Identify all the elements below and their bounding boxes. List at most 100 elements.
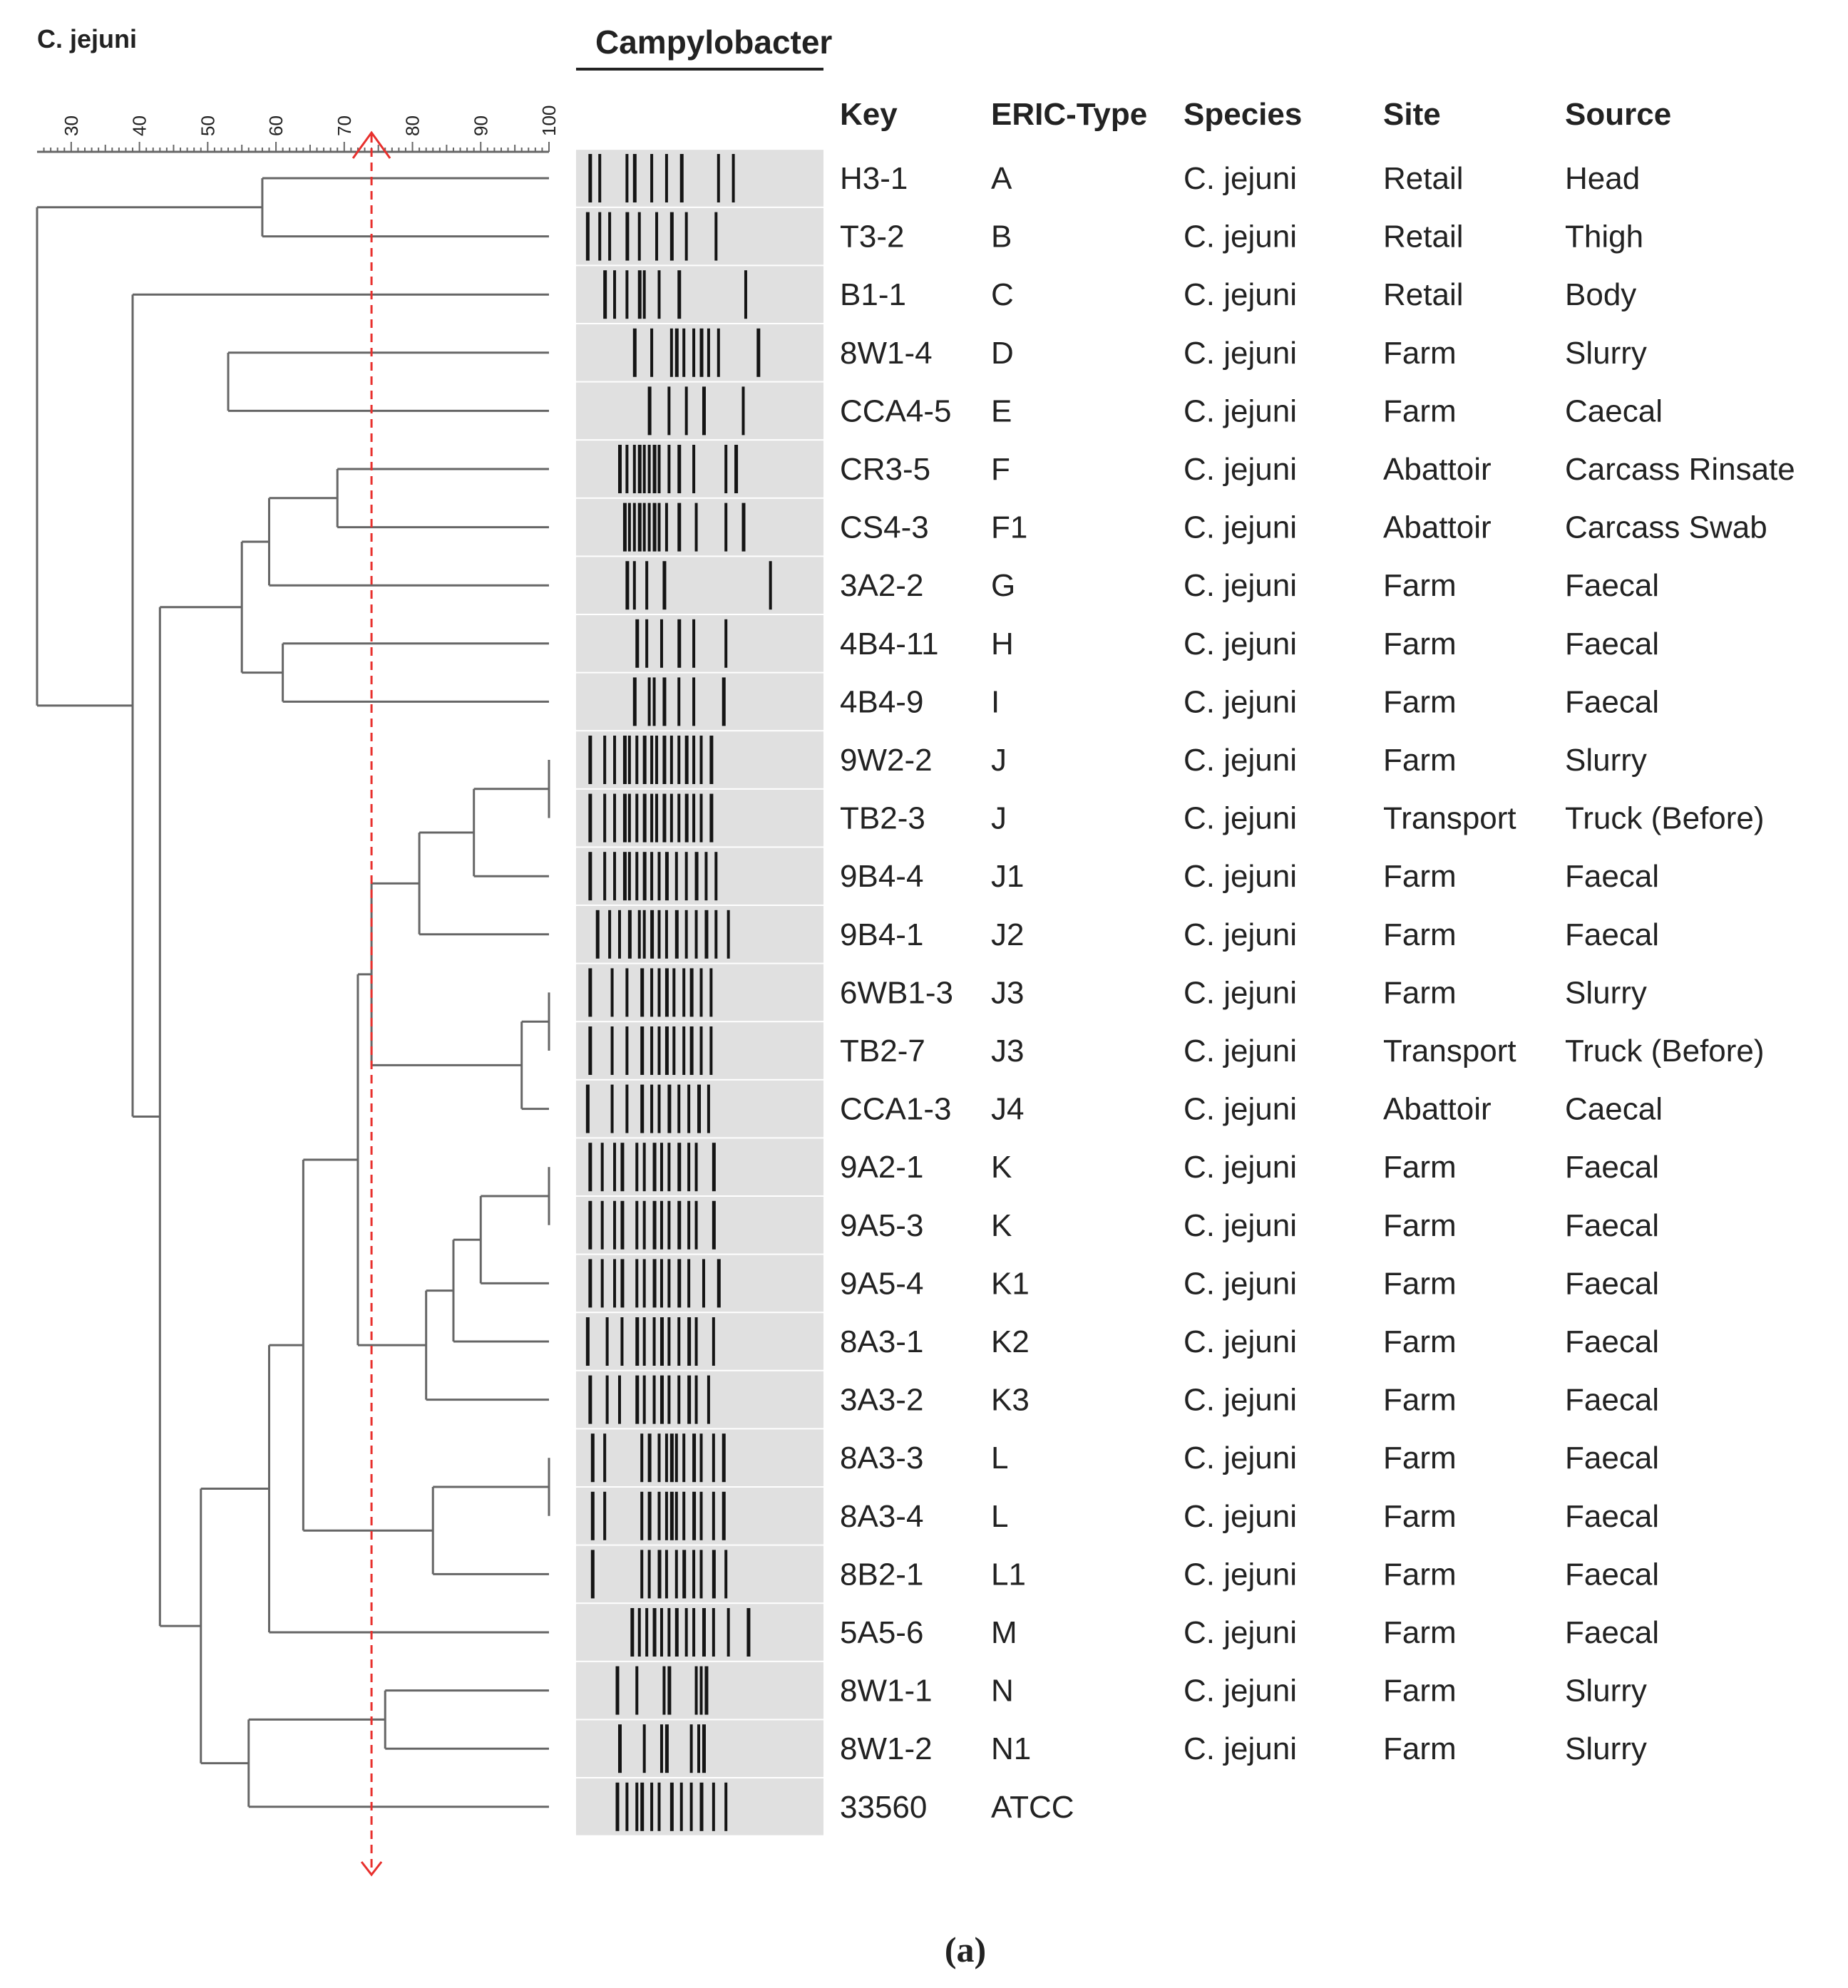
gel-band: [635, 852, 639, 901]
gel-band: [669, 1433, 674, 1483]
gel-band: [677, 1200, 682, 1250]
gel-band: [588, 1200, 592, 1250]
species-cell: C. jejuni: [1184, 1324, 1297, 1359]
gel-band: [647, 1491, 652, 1540]
key-cell: CS4-3: [840, 510, 929, 545]
gel-band: [677, 736, 681, 784]
gel-band: [645, 1608, 649, 1657]
eric-type-cell: F1: [991, 510, 1027, 545]
gel-band: [647, 1433, 652, 1483]
species-cell: C. jejuni: [1184, 1383, 1297, 1418]
gel-band: [684, 852, 688, 901]
gel-band: [652, 1608, 657, 1657]
gel-band: [657, 1026, 661, 1075]
key-cell: CR3-5: [840, 452, 930, 487]
gel-lane: [576, 1138, 823, 1195]
gel-band: [674, 1550, 678, 1599]
gel-band: [603, 736, 607, 784]
gel-band: [669, 328, 673, 377]
gel-band: [664, 1550, 668, 1599]
scale-tick-label: 30: [61, 115, 82, 136]
source-cell: Faecal: [1565, 568, 1659, 603]
eric-type-cell: D: [991, 336, 1014, 371]
gel-lane: [576, 150, 823, 207]
figure-caption: (a): [945, 1930, 986, 1969]
eric-type-cell: N: [991, 1674, 1014, 1709]
column-header: Site: [1383, 97, 1441, 132]
gel-band: [625, 1782, 629, 1831]
gel-band: [659, 1317, 664, 1366]
gel-band: [709, 736, 714, 784]
species-cell: C. jejuni: [1184, 161, 1297, 196]
gel-band: [603, 793, 607, 843]
gel-band: [637, 270, 642, 319]
gel-band: [692, 1608, 696, 1657]
gel-band: [699, 1666, 703, 1715]
gel-band: [689, 1724, 693, 1773]
gel-band: [702, 1259, 705, 1308]
gel-band: [697, 1724, 701, 1773]
gel-band: [642, 1259, 646, 1308]
gel-band: [637, 910, 641, 959]
key-cell: T3-2: [840, 220, 904, 254]
gel-band: [605, 1375, 609, 1424]
gel-band: [585, 1317, 590, 1366]
gel-band: [694, 503, 698, 552]
gel-band: [707, 1084, 710, 1133]
gel-band: [625, 154, 629, 202]
gel-band: [692, 677, 696, 726]
gel-band: [655, 736, 659, 784]
eric-type-cell: L: [991, 1441, 1008, 1475]
gel-band: [672, 1026, 676, 1075]
gel-band: [642, 445, 646, 493]
gel-band: [657, 1491, 661, 1540]
species-cell: C. jejuni: [1184, 859, 1297, 894]
gel-band: [647, 503, 651, 552]
key-cell: 4B4-9: [840, 684, 923, 719]
eric-type-cell: ATCC: [991, 1790, 1074, 1825]
gel-band: [640, 968, 645, 1017]
key-cell: 8W1-2: [840, 1731, 933, 1766]
eric-type-cell: L1: [991, 1557, 1026, 1592]
key-cell: 3A3-2: [840, 1383, 923, 1418]
gel-band: [642, 270, 646, 319]
table-row: T3-2 B C. jejuni Retail Thigh: [840, 220, 1643, 254]
gel-band: [692, 793, 696, 843]
eric-type-cell: K2: [991, 1324, 1030, 1359]
gel-band: [635, 619, 640, 668]
gel-band: [664, 1491, 668, 1540]
table-row: 9A5-4 K1 C. jejuni Farm Faecal: [840, 1266, 1659, 1301]
site-cell: Farm: [1383, 743, 1457, 778]
gel-band: [622, 736, 627, 784]
gel-band: [741, 503, 746, 552]
gel-band: [610, 1026, 614, 1075]
site-cell: Farm: [1383, 568, 1457, 603]
gel-band: [722, 1491, 726, 1540]
gel-band: [590, 1433, 595, 1483]
gel-band: [625, 270, 629, 319]
gel-band: [717, 1259, 721, 1308]
gel-band: [608, 910, 612, 959]
gel-band: [635, 793, 639, 843]
gel-band: [613, 1200, 617, 1250]
source-cell: Faecal: [1565, 1441, 1659, 1475]
key-cell: 8W1-4: [840, 336, 933, 371]
species-cell: C. jejuni: [1184, 452, 1297, 487]
gel-band: [637, 503, 642, 552]
source-cell: Faecal: [1565, 1266, 1659, 1301]
gel-band: [687, 1317, 692, 1366]
source-cell: Faecal: [1565, 627, 1659, 661]
site-cell: Farm: [1383, 1499, 1457, 1534]
gel-band: [692, 619, 696, 668]
gel-band: [585, 212, 590, 261]
gel-band: [625, 1026, 629, 1075]
gel-band: [657, 503, 661, 552]
source-cell: Head: [1565, 161, 1640, 196]
table-row: 9A5-3 K C. jejuni Farm Faecal: [840, 1208, 1659, 1243]
gel-band: [613, 270, 617, 319]
gel-band: [717, 328, 720, 377]
gel-band: [613, 852, 617, 901]
source-cell: Carcass Swab: [1565, 510, 1767, 545]
gel-band: [699, 1491, 703, 1540]
gel-band: [659, 1375, 664, 1424]
